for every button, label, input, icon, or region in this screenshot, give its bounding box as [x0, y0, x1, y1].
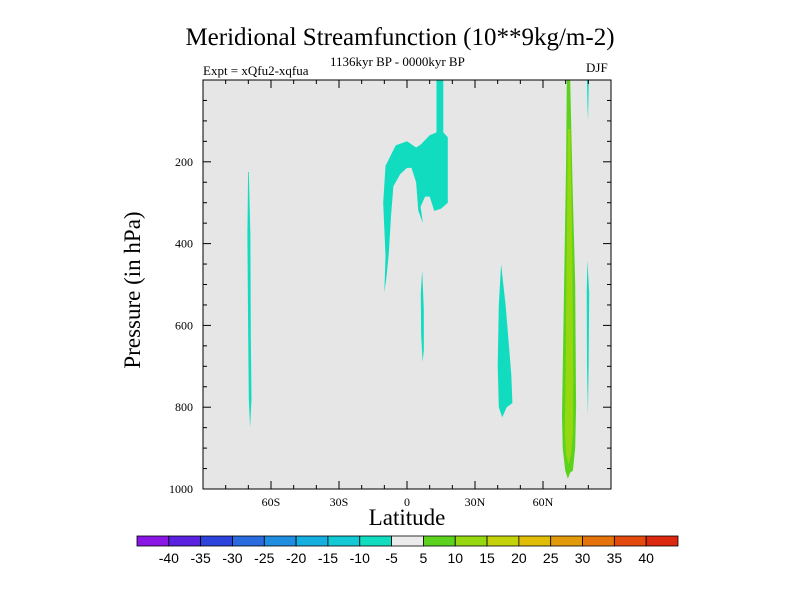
colorbar-label: -25	[254, 550, 274, 566]
colorbar-label: -20	[286, 550, 306, 566]
colorbar-swatch	[263, 535, 297, 547]
period-label: 1136kyr BP - 0000kyr BP	[330, 54, 465, 69]
y-tick-label: 400	[175, 237, 193, 251]
axis-ticks: 60S 30S 0 30N 60N 200 400 600 800 1000	[169, 79, 612, 509]
x-axis-label: Latitude	[368, 505, 446, 530]
colorbar-swatch	[613, 535, 647, 547]
x-tick-label: 30S	[330, 495, 349, 509]
y-tick-label: 600	[175, 318, 193, 332]
colorbar-swatch	[200, 535, 233, 547]
x-tick-label: 60S	[262, 495, 281, 509]
colorbar-label: 35	[607, 550, 623, 566]
contour-cyan-sliver-7N	[420, 270, 424, 363]
colorbar-label: 40	[638, 550, 654, 566]
colorbar-label: -15	[318, 550, 338, 566]
contour-regions	[247, 80, 590, 479]
colorbar-swatch	[168, 535, 202, 547]
contour-cyan-sliver-80N-upper	[587, 80, 589, 121]
colorbar-label: 15	[479, 550, 495, 566]
y-tick-label: 800	[175, 400, 193, 414]
colorbar-label: 5	[420, 550, 428, 566]
colorbar: -40 -35 -30 -25 -20 -15 -10 -5 5 10 15 20 25 30 35 40	[136, 535, 679, 566]
season-label: DJF	[586, 60, 608, 75]
colorbar-swatch	[359, 535, 392, 547]
colorbar-swatch	[232, 535, 265, 547]
colorbar-swatch	[550, 535, 583, 547]
x-tick-label: 0	[404, 495, 410, 509]
colorbar-label: 20	[511, 550, 527, 566]
colorbar-swatch	[645, 535, 679, 547]
experiment-label: Expt = xQfu2-xqfua	[203, 63, 309, 78]
y-tick-label: 1000	[169, 482, 193, 496]
colorbar-label: 30	[575, 550, 591, 566]
colorbar-swatch	[486, 535, 520, 547]
contour-cyan-arc-equator	[383, 80, 448, 293]
colorbar-label: -5	[385, 550, 398, 566]
colorbar-label: 10	[447, 550, 463, 566]
colorbar-swatch	[327, 535, 361, 547]
contour-cyan-sliver-80N-lower	[586, 260, 590, 416]
contour-yellow-core-70N	[564, 129, 574, 465]
x-tick-label: 60N	[533, 495, 554, 509]
colorbar-swatch	[391, 535, 424, 547]
colorbar-swatch	[295, 535, 329, 547]
colorbar-label: 25	[543, 550, 559, 566]
y-tick-label: 200	[175, 155, 193, 169]
colorbar-swatch	[518, 535, 552, 547]
contour-cyan-plume-40N	[497, 264, 513, 418]
colorbar-swatch	[423, 535, 456, 547]
chart-title: Meridional Streamfunction (10**9kg/m-2)	[185, 24, 615, 51]
colorbar-swatch	[454, 535, 488, 547]
colorbar-label: -30	[222, 550, 242, 566]
colorbar-label: -35	[191, 550, 211, 566]
colorbar-swatch	[582, 535, 615, 547]
colorbar-label: -40	[159, 550, 179, 566]
colorbar-swatch	[136, 535, 170, 547]
contour-cyan-band-70S	[247, 172, 252, 428]
colorbar-label: -10	[350, 550, 370, 566]
x-tick-label: 30N	[465, 495, 486, 509]
